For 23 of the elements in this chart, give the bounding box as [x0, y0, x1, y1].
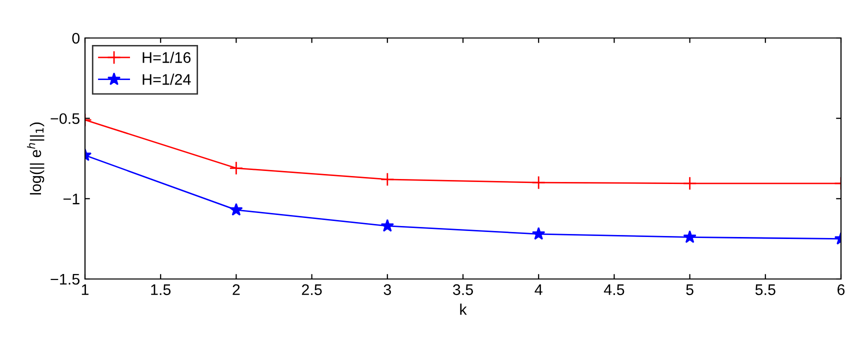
y-axis-title: log(|| e$^{h}$||$_{1}$) [27, 122, 44, 194]
legend-label: H=1/16 [142, 52, 191, 63]
point [380, 172, 394, 186]
legend-label: H=1/24 [142, 74, 191, 85]
y-tick-label: −1.5 [50, 274, 80, 285]
x-tick-label: 5 [686, 284, 694, 296]
x-tick-label: 4.5 [604, 284, 624, 296]
x-tick-label: 1 [82, 284, 89, 295]
point [532, 176, 546, 190]
y-tick-label: 0 [72, 32, 80, 44]
x-tick-label: 1.5 [151, 284, 171, 296]
x-tick-label: 3 [384, 284, 391, 296]
x-tick-label: 5.5 [755, 284, 776, 296]
point [380, 219, 394, 232]
point [532, 227, 546, 240]
x-tick-label: 2.5 [302, 284, 322, 296]
x-tick-label: 4 [534, 284, 542, 295]
y-tick-label: −1 [63, 194, 80, 204]
x-axis-title: k [460, 304, 467, 315]
y-tick-label: −0.5 [50, 113, 80, 124]
x-tick-label: 6 [838, 284, 845, 296]
x-tick-label: 2 [232, 284, 240, 295]
x-tick-label: 3.5 [452, 284, 473, 296]
